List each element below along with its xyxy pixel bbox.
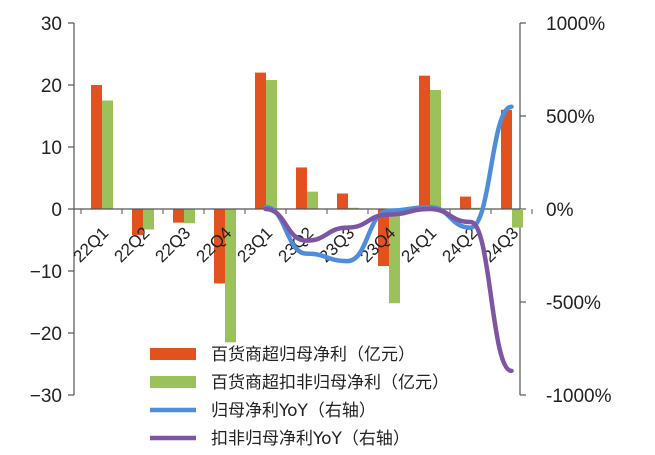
bar-deducted-net-profit	[471, 207, 482, 209]
bar-net-profit	[132, 209, 143, 236]
bar-net-profit	[419, 75, 430, 209]
right-tick-label: 500%	[546, 107, 595, 128]
bar-deducted-net-profit	[430, 89, 441, 209]
category-label: 23Q1	[233, 223, 276, 266]
left-tick-label: 0	[51, 200, 62, 221]
category-label: 22Q3	[151, 223, 194, 266]
legend-label: 扣非归母净利YoY（右轴）	[211, 429, 410, 449]
line-deducted-yoy	[263, 206, 514, 374]
left-tick-label: −10	[30, 262, 62, 283]
bar-deducted-net-profit	[348, 207, 359, 209]
bar-net-profit	[91, 85, 102, 209]
left-tick-label: 10	[41, 138, 62, 159]
bar-deducted-net-profit	[143, 209, 154, 230]
left-tick-label: −20	[30, 324, 62, 345]
legend-label: 百货商超扣非归母净利（亿元）	[211, 373, 449, 393]
legend-swatch	[150, 376, 196, 388]
bar-deducted-net-profit	[225, 209, 236, 343]
bar-net-profit	[255, 72, 266, 209]
bar-net-profit	[337, 193, 348, 209]
bar-deducted-net-profit	[389, 209, 400, 304]
bar-net-profit	[296, 167, 307, 209]
legend-label: 百货商超归母净利（亿元）	[211, 345, 415, 365]
left-tick-label: 20	[41, 76, 62, 97]
left-tick-label: −30	[30, 386, 62, 407]
legend-swatch	[150, 348, 196, 360]
category-label: 22Q1	[69, 223, 112, 266]
bar-net-profit	[173, 209, 184, 223]
legend-label: 归母净利YoY（右轴）	[211, 401, 376, 421]
bar-deducted-net-profit	[512, 209, 523, 228]
right-tick-label: -1000%	[546, 386, 612, 407]
bar-deducted-net-profit	[307, 191, 318, 209]
right-tick-label: 0%	[546, 200, 574, 221]
category-label: 24Q1	[397, 223, 440, 266]
right-tick-label: -500%	[546, 293, 601, 314]
line-net-profit-yoy	[263, 104, 514, 264]
bar-net-profit	[460, 196, 471, 209]
right-tick-label: 1000%	[546, 14, 605, 35]
bar-net-profit	[214, 209, 225, 284]
bar-deducted-net-profit	[102, 100, 113, 209]
left-tick-label: 30	[41, 14, 62, 35]
category-label: 22Q2	[110, 223, 153, 266]
bar-deducted-net-profit	[184, 209, 195, 224]
category-label: 24Q2	[438, 223, 481, 266]
bar-net-profit	[378, 209, 389, 267]
bar-deducted-net-profit	[266, 80, 277, 209]
bar-net-profit	[501, 109, 512, 209]
